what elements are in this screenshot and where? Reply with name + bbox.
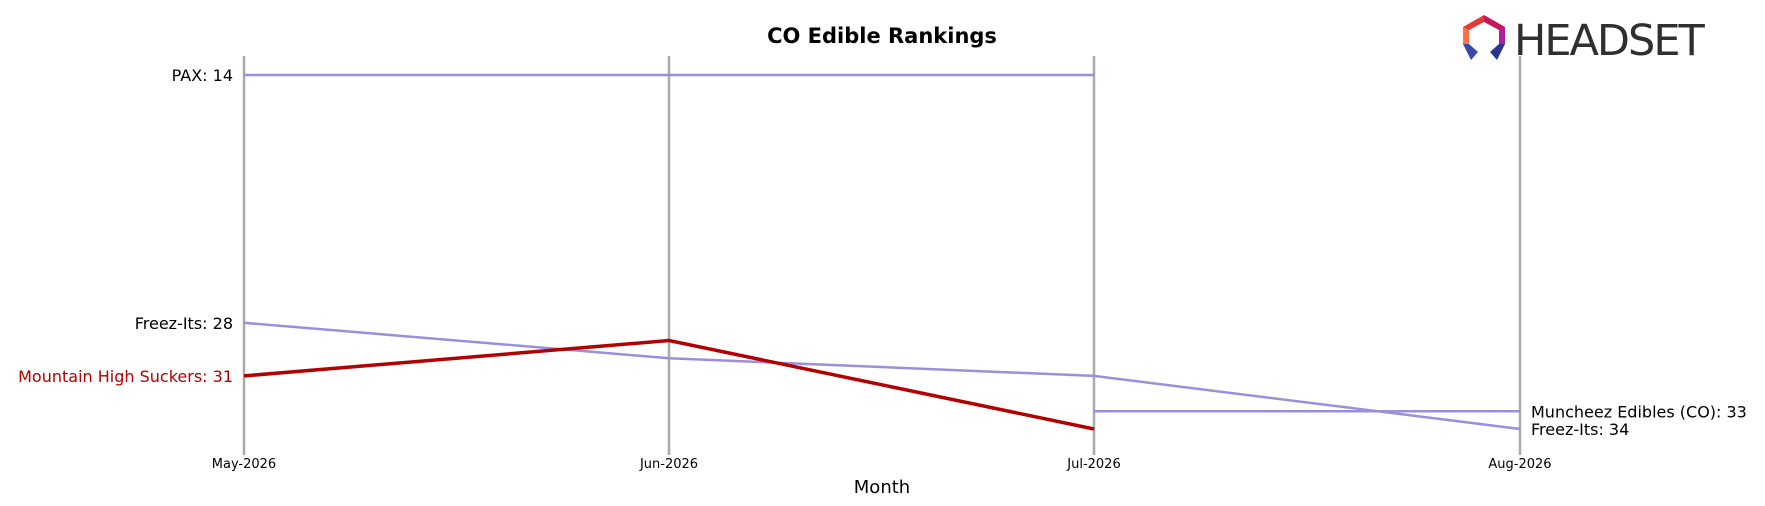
headset-logo-text: HEADSET — [1514, 16, 1705, 66]
x-tick-label: Jul-2026 — [1066, 457, 1120, 472]
series-start-label: PAX: 14 — [172, 66, 233, 85]
series-start-label: Freez-Its: 28 — [135, 314, 233, 333]
x-tick-label: May-2026 — [212, 457, 276, 472]
chart-title: CO Edible Rankings — [767, 24, 997, 48]
series-end-label: Muncheez Edibles (CO): 33 — [1531, 402, 1747, 421]
series-line — [243, 321, 1521, 431]
headset-logo: HEADSET — [1463, 15, 1707, 66]
headset-logo-mark — [1463, 15, 1505, 60]
series-end-label: Freez-Its: 34 — [1531, 420, 1629, 439]
series-line — [243, 338, 1095, 431]
series-start-label: Mountain High Suckers: 31 — [18, 367, 233, 386]
x-tick-label: Aug-2026 — [1488, 457, 1551, 472]
x-axis-label: Month — [854, 477, 910, 498]
series-labels: PAX: 14 Freez-Its: 28 Freez-Its: 34Munchee… — [18, 66, 1747, 439]
month-gridlines — [242, 56, 1522, 455]
x-tick-labels: May-2026 Jun-2026 Jul-2026 Aug-2026 — [212, 457, 1552, 472]
x-tick-label: Jun-2026 — [639, 457, 698, 472]
series-lines — [243, 73, 1521, 431]
